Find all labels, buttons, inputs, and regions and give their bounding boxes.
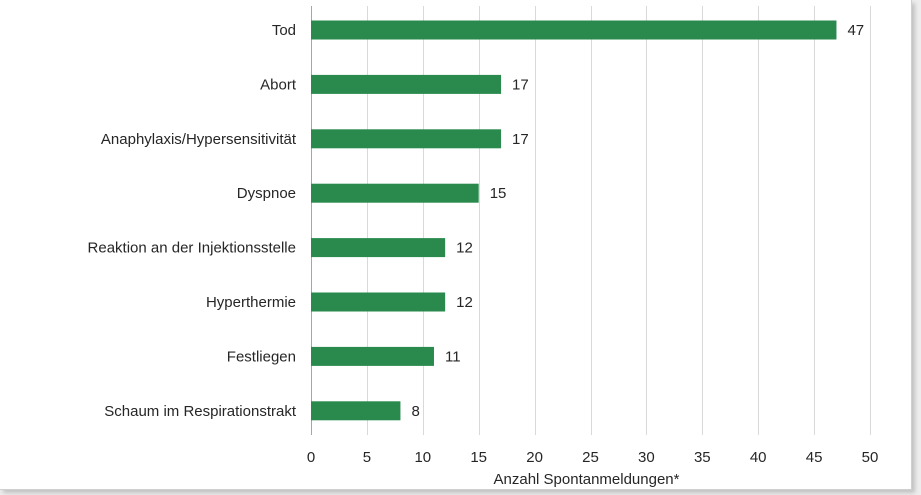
bar: [311, 74, 502, 94]
data-label: 17: [512, 76, 529, 93]
x-tick-label: 50: [862, 449, 879, 466]
x-tick-label: 40: [750, 449, 767, 466]
bar: [311, 183, 479, 203]
x-axis-label: Anzahl Spontanmeldungen*: [494, 471, 680, 488]
bar: [311, 292, 446, 312]
data-label: 11: [445, 348, 461, 365]
category-label: Anaphylaxis/Hypersensitivität: [101, 131, 297, 148]
data-label: 17: [512, 131, 529, 148]
category-label: Dyspnoe: [237, 185, 296, 202]
x-tick-label: 10: [414, 449, 431, 466]
data-label: 12: [456, 294, 473, 311]
x-tick-label: 0: [307, 449, 315, 466]
category-label: Abort: [260, 76, 297, 93]
bar: [311, 346, 434, 366]
x-tick-label: 20: [526, 449, 543, 466]
bar: [311, 129, 502, 149]
bars: [311, 20, 837, 421]
labels: 0 5 10 15 20 25 30 35 40 45 50 Tod 47 Abort 17 Anaphyla…: [88, 22, 879, 466]
x-tick-label: 45: [806, 449, 823, 466]
x-tick-label: 5: [363, 449, 371, 466]
x-tick-label: 15: [470, 449, 487, 466]
data-label: 15: [490, 185, 507, 202]
gridlines: [311, 6, 871, 435]
x-tick-label: 35: [694, 449, 711, 466]
x-tick-label: 25: [582, 449, 599, 466]
data-label: 47: [847, 22, 864, 39]
category-label: Festliegen: [227, 348, 296, 365]
bar: [311, 401, 401, 421]
category-label: Schaum im Respirationstrakt: [104, 403, 297, 420]
category-label: Tod: [272, 22, 296, 39]
category-label: Hyperthermie: [206, 294, 296, 311]
category-label: Reaktion an der Injektionsstelle: [88, 240, 296, 257]
bar: [311, 238, 446, 258]
bar: [311, 20, 837, 40]
x-tick-label: 30: [638, 449, 655, 466]
data-label: 12: [456, 240, 473, 257]
data-label: 8: [411, 403, 419, 420]
